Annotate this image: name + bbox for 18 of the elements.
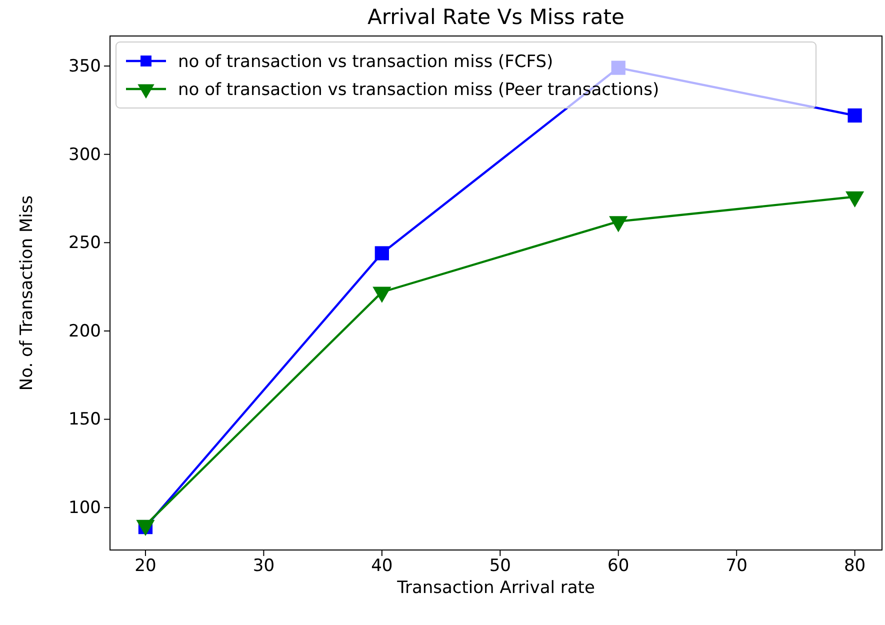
legend-label: no of transaction vs transaction miss (FCFS) — [178, 52, 554, 72]
x-tick-label: 40 — [371, 556, 393, 576]
y-tick-label: 100 — [68, 498, 101, 518]
x-tick-label: 80 — [844, 556, 866, 576]
y-tick-label: 150 — [68, 410, 101, 430]
y-tick-label: 300 — [68, 144, 101, 165]
y-tick-label: 250 — [68, 233, 101, 254]
x-tick-label: 60 — [608, 556, 630, 576]
chart-title: Arrival Rate Vs Miss rate — [368, 5, 624, 29]
legend-label: no of transaction vs transaction miss (Peer transactions) — [178, 80, 660, 100]
x-tick-label: 30 — [252, 556, 275, 576]
y-tick-label: 200 — [68, 321, 101, 342]
y-tick-label: 350 — [68, 56, 101, 76]
x-tick-label: 50 — [489, 556, 511, 576]
y-axis-title: No. of Transaction Miss — [17, 195, 37, 391]
x-axis-title: Transaction Arrival rate — [396, 578, 595, 598]
x-tick-label: 20 — [134, 556, 156, 576]
x-tick-label: 70 — [726, 556, 748, 576]
